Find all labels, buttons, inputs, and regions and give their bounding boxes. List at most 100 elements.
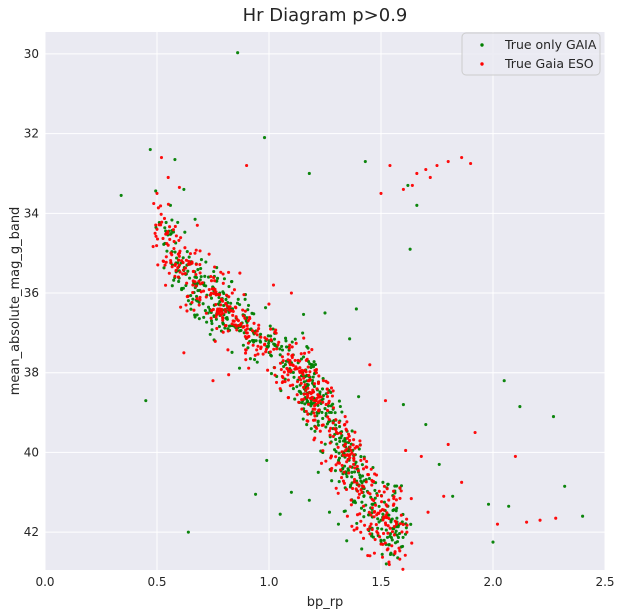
scatter-point-true-gaia-eso [246, 341, 250, 345]
scatter-point-true-gaia-eso [415, 171, 419, 176]
scatter-point-true-gaia-eso [204, 295, 208, 299]
scatter-point-true-gaia-eso [306, 402, 311, 406]
scatter-point-true-only-gaia [330, 479, 334, 483]
scatter-point-true-only-gaia [335, 442, 339, 446]
scatter-point-true-gaia-eso [302, 351, 307, 355]
scatter-point-true-only-gaia [401, 535, 405, 539]
scatter-point-true-only-gaia [437, 462, 441, 466]
scatter-point-true-gaia-eso [309, 397, 313, 401]
scatter-point-true-gaia-eso [313, 436, 317, 440]
scatter-point-true-gaia-eso [385, 487, 389, 491]
scatter-point-true-gaia-eso [255, 348, 259, 352]
scatter-point-true-gaia-eso [286, 396, 291, 400]
scatter-point-true-only-gaia [360, 463, 364, 467]
scatter-point-true-gaia-eso [174, 268, 178, 272]
scatter-point-true-gaia-eso [274, 380, 279, 384]
scatter-point-true-gaia-eso [347, 471, 351, 475]
scatter-point-true-gaia-eso [344, 487, 349, 492]
scatter-point-true-only-gaia [280, 344, 284, 348]
scatter-point-true-gaia-eso [387, 498, 391, 502]
scatter-point-true-gaia-eso [390, 544, 394, 548]
scatter-point-true-only-gaia [164, 220, 168, 225]
scatter-point-true-gaia-eso [257, 327, 261, 331]
scatter-point-true-gaia-eso [152, 201, 156, 206]
scatter-point-true-gaia-eso [220, 309, 224, 313]
scatter-point-true-gaia-eso [362, 457, 366, 461]
scatter-point-true-only-gaia [222, 291, 226, 296]
scatter-point-true-only-gaia [306, 383, 310, 387]
scatter-point-true-gaia-eso [370, 506, 374, 510]
scatter-point-true-only-gaia [223, 326, 227, 330]
scatter-point-true-gaia-eso [343, 442, 347, 446]
scatter-point-true-gaia-eso [394, 498, 398, 502]
scatter-point-true-only-gaia [388, 532, 393, 536]
y-tick-label: 40 [24, 445, 39, 459]
scatter-point-true-only-gaia [272, 337, 277, 341]
scatter-point-true-only-gaia [269, 354, 273, 358]
scatter-point-true-gaia-eso [198, 282, 202, 286]
scatter-point-true-gaia-eso [330, 466, 334, 470]
scatter-point-true-gaia-eso [214, 290, 218, 294]
scatter-point-true-gaia-eso [280, 374, 284, 379]
scatter-point-true-gaia-eso [342, 470, 346, 474]
scatter-point-true-gaia-eso [392, 525, 396, 529]
scatter-point-true-gaia-eso [325, 387, 329, 391]
scatter-point-true-gaia-eso [334, 418, 338, 422]
scatter-point-true-gaia-eso [291, 353, 295, 357]
scatter-point-true-gaia-eso [308, 370, 312, 374]
scatter-point-true-gaia-eso [209, 279, 214, 283]
scatter-point-true-gaia-eso [348, 445, 352, 449]
scatter-point-true-gaia-eso [401, 187, 405, 191]
scatter-point-true-gaia-eso [243, 316, 247, 320]
scatter-point-true-gaia-eso [286, 368, 290, 372]
scatter-point-true-gaia-eso [211, 379, 215, 383]
scatter-point-true-gaia-eso [302, 397, 306, 401]
scatter-point-true-gaia-eso [164, 283, 168, 287]
scatter-point-true-only-gaia [291, 387, 295, 391]
scatter-point-true-only-gaia [358, 473, 362, 477]
scatter-point-true-only-gaia [329, 390, 333, 394]
scatter-point-true-only-gaia [195, 313, 199, 317]
scatter-point-true-only-gaia [209, 296, 214, 300]
scatter-point-true-gaia-eso [428, 175, 432, 180]
scatter-point-true-gaia-eso [374, 523, 378, 527]
scatter-point-true-only-gaia [148, 148, 152, 152]
scatter-point-true-gaia-eso [183, 271, 187, 276]
scatter-point-true-only-gaia [187, 255, 191, 259]
scatter-point-true-gaia-eso [370, 497, 374, 501]
scatter-point-true-only-gaia [162, 266, 166, 270]
scatter-point-true-gaia-eso [313, 414, 317, 418]
scatter-point-true-gaia-eso [346, 457, 350, 462]
scatter-point-true-only-gaia [333, 469, 338, 473]
scatter-point-true-gaia-eso [156, 263, 160, 267]
scatter-point-true-gaia-eso [244, 328, 248, 332]
scatter-point-true-gaia-eso [375, 493, 379, 498]
scatter-point-true-only-gaia [203, 274, 207, 278]
scatter-point-true-gaia-eso [380, 500, 384, 504]
scatter-point-true-only-gaia [217, 324, 221, 329]
scatter-point-true-gaia-eso [185, 281, 189, 285]
scatter-point-true-only-gaia [343, 464, 347, 468]
scatter-point-true-gaia-eso [327, 399, 331, 403]
scatter-point-true-only-gaia [320, 410, 324, 414]
scatter-point-true-gaia-eso [316, 381, 321, 386]
scatter-point-true-gaia-eso [159, 155, 164, 160]
scatter-point-true-gaia-eso [350, 486, 355, 491]
scatter-point-true-only-gaia [303, 402, 307, 406]
scatter-point-true-gaia-eso [314, 399, 318, 403]
scatter-point-true-gaia-eso [373, 472, 377, 476]
scatter-point-true-gaia-eso [306, 419, 310, 423]
scatter-point-true-gaia-eso [195, 223, 199, 227]
scatter-point-true-only-gaia [222, 303, 226, 308]
plot-area [45, 32, 605, 570]
scatter-point-true-gaia-eso [321, 449, 325, 453]
scatter-point-true-only-gaia [309, 427, 313, 431]
scatter-point-true-gaia-eso [179, 305, 183, 309]
scatter-point-true-only-gaia [176, 220, 180, 224]
scatter-point-true-gaia-eso [398, 549, 402, 553]
scatter-point-true-gaia-eso [357, 484, 361, 488]
scatter-point-true-only-gaia [377, 504, 381, 508]
scatter-point-true-gaia-eso [286, 378, 290, 382]
scatter-point-true-gaia-eso [227, 306, 231, 310]
scatter-point-true-gaia-eso [267, 302, 271, 306]
